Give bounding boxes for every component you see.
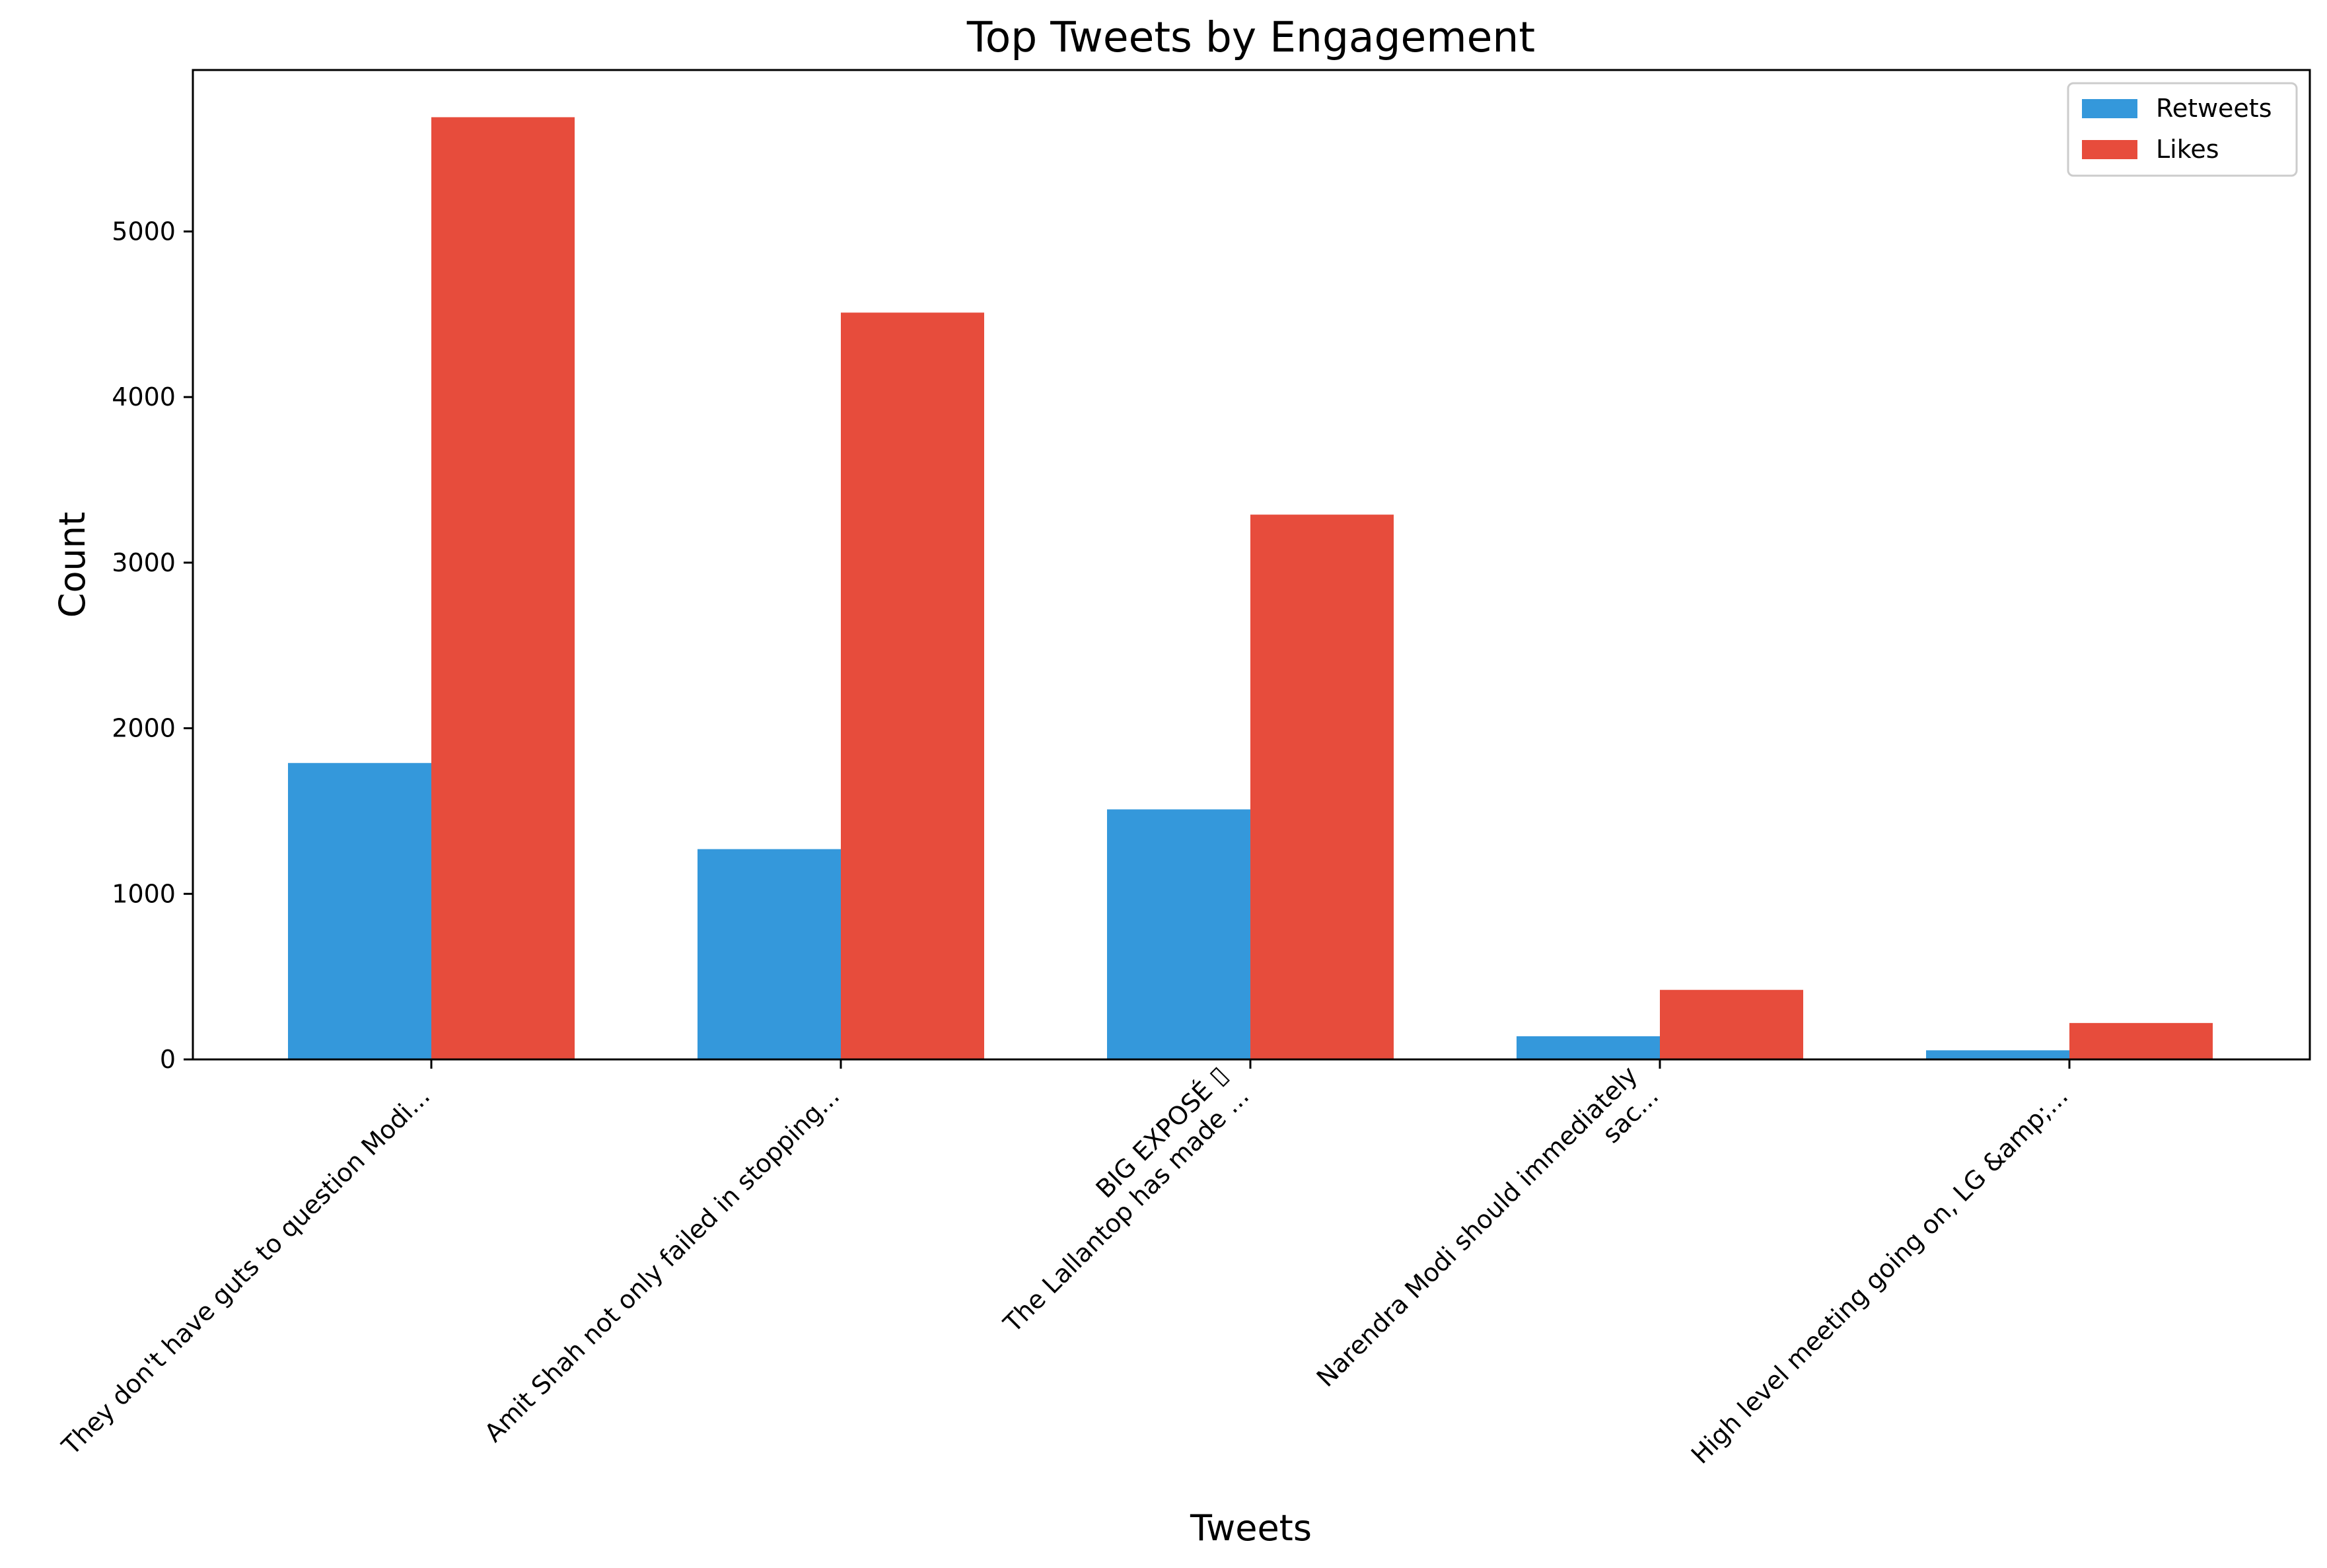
bar-retweets-1 — [288, 763, 431, 1059]
bar-retweets-2 — [698, 849, 841, 1059]
y-axis-label: Count — [52, 512, 93, 618]
bar-likes-4 — [1660, 989, 1803, 1059]
y-tick-label: 2000 — [112, 714, 176, 743]
chart-title: Top Tweets by Engagement — [966, 13, 1535, 61]
y-tick-label: 5000 — [112, 217, 176, 246]
y-tick-label: 0 — [160, 1045, 176, 1074]
y-tick-label: 3000 — [112, 548, 176, 577]
bar-likes-3 — [1250, 515, 1394, 1059]
bar-likes-1 — [431, 117, 575, 1059]
bar-likes-5 — [2069, 1022, 2213, 1059]
y-tick-label: 4000 — [112, 382, 176, 411]
legend: Retweets Likes — [2067, 82, 2298, 177]
legend-label-likes: Likes — [2156, 135, 2219, 164]
bar-retweets-4 — [1517, 1036, 1660, 1059]
bars-group — [288, 117, 2213, 1060]
y-axis: 0 1000 2000 3000 4000 5000 — [112, 217, 193, 1074]
bar-likes-2 — [841, 312, 984, 1060]
bar-retweets-3 — [1107, 809, 1250, 1059]
legend-label-retweets: Retweets — [2156, 94, 2272, 123]
x-axis-label: Tweets — [1190, 1507, 1312, 1549]
y-tick-label: 1000 — [112, 879, 176, 908]
legend-swatch-retweets — [2082, 99, 2137, 118]
bar-retweets-5 — [1926, 1050, 2069, 1059]
legend-swatch-likes — [2082, 140, 2137, 159]
